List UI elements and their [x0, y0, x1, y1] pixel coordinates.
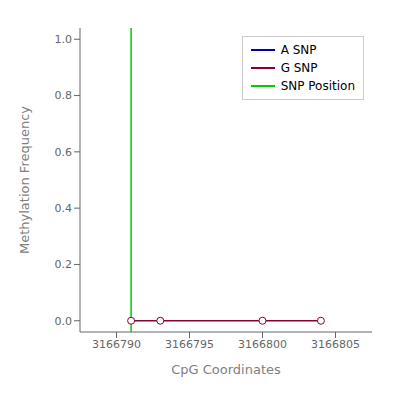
- svg-text:0.8: 0.8: [55, 89, 73, 102]
- svg-text:3166805: 3166805: [311, 338, 360, 351]
- svg-text:0.2: 0.2: [55, 258, 73, 271]
- svg-text:1.0: 1.0: [55, 33, 73, 46]
- svg-text:Methylation Frequency: Methylation Frequency: [17, 106, 32, 254]
- svg-text:CpG Coordinates: CpG Coordinates: [171, 362, 281, 377]
- html-text:SNP Position: SNP Position: [280, 79, 355, 93]
- svg-text:3166795: 3166795: [165, 338, 214, 351]
- svg-text:0.0: 0.0: [55, 315, 73, 328]
- svg-text:3166800: 3166800: [238, 338, 287, 351]
- svg-text:3166790: 3166790: [92, 338, 141, 351]
- html-text:A SNP: A SNP: [280, 43, 317, 57]
- html-text:G SNP: G SNP: [280, 61, 318, 75]
- svg-text:0.4: 0.4: [55, 202, 73, 215]
- svg-text:0.6: 0.6: [55, 146, 73, 159]
